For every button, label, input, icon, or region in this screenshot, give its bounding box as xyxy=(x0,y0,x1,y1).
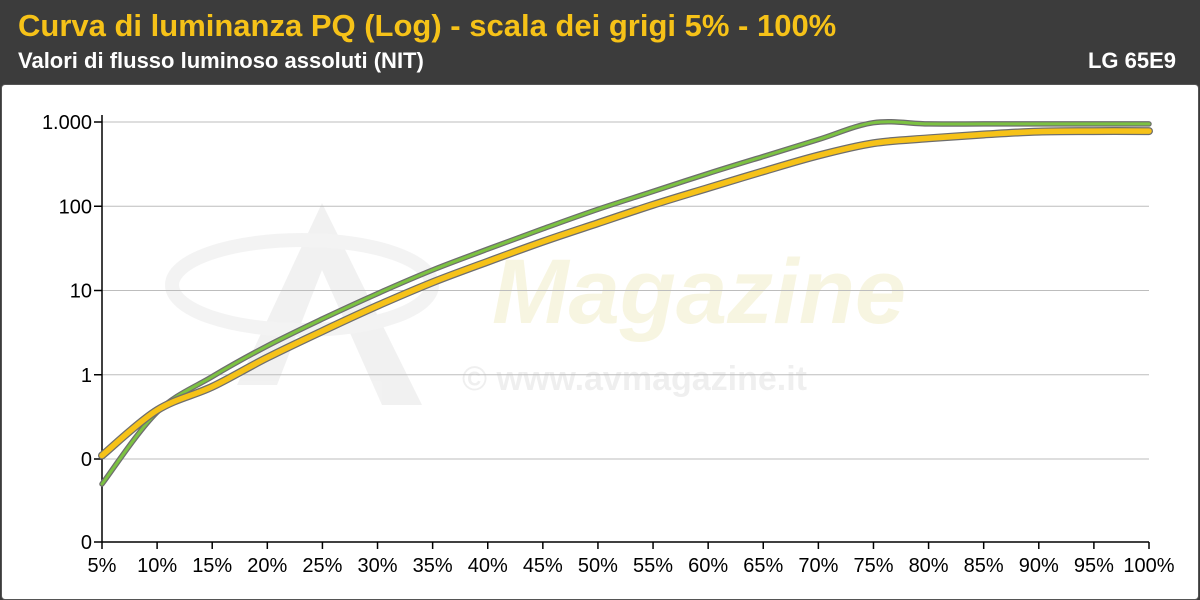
chart-panel: Magazine © www.avmagazine.it 0 0 1 10 100 1.0… xyxy=(1,84,1199,600)
x-tick-label: 40% xyxy=(468,555,508,577)
measured-curve-line xyxy=(99,128,1152,459)
x-tick-label: 15% xyxy=(192,555,232,577)
reference-curve-line xyxy=(100,120,1151,486)
y-tick-label: 0 xyxy=(81,532,92,554)
x-tick-label: 25% xyxy=(302,555,342,577)
y-tick-label: 1 xyxy=(81,365,92,387)
x-tick-label: 30% xyxy=(358,555,398,577)
x-tick-label: 95% xyxy=(1074,555,1114,577)
x-tick-label: 5% xyxy=(88,555,117,577)
y-tick-label: 0 xyxy=(81,449,92,471)
chart-header: Curva di luminanza PQ (Log) - scala dei … xyxy=(0,0,1200,82)
y-axis-ticks: 0 0 1 10 100 1.000 xyxy=(42,112,102,554)
x-tick-label: 80% xyxy=(909,555,949,577)
x-tick-label: 20% xyxy=(247,555,287,577)
series-lines xyxy=(98,119,1153,487)
y-tick-label: 1.000 xyxy=(42,112,92,134)
watermark-url: © www.avmagazine.it xyxy=(462,360,807,398)
x-tick-label: 60% xyxy=(688,555,728,577)
x-tick-label: 45% xyxy=(523,555,563,577)
x-tick-label: 10% xyxy=(137,555,177,577)
avmagazine-watermark: Magazine © www.avmagazine.it xyxy=(165,203,906,405)
y-tick-label: 100 xyxy=(59,196,92,218)
x-tick-label: 70% xyxy=(798,555,838,577)
watermark-av-logo xyxy=(237,203,422,405)
x-tick-label: 50% xyxy=(578,555,618,577)
y-tick-label: 10 xyxy=(70,281,92,303)
x-axis-ticks: 5% 10% 15% 20% 25% 30% 35% 40% 45% 50% 55% 60% 65% 70… xyxy=(88,542,1175,577)
luminance-chart: Magazine © www.avmagazine.it 0 0 1 10 100 1.0… xyxy=(42,112,1175,577)
x-tick-label: 100% xyxy=(1123,555,1174,577)
grid-lines xyxy=(102,121,1149,460)
x-tick-label: 85% xyxy=(964,555,1004,577)
x-tick-label: 90% xyxy=(1019,555,1059,577)
x-tick-label: 65% xyxy=(743,555,783,577)
tv-model-label: LG 65E9 xyxy=(1087,48,1176,73)
watermark-brand: Magazine xyxy=(492,241,906,343)
chart-title: Curva di luminanza PQ (Log) - scala dei … xyxy=(18,8,837,43)
x-tick-label: 75% xyxy=(853,555,893,577)
chart-axes xyxy=(101,115,1149,543)
chart-subtitle: Valori di flusso luminoso assoluti (NIT) xyxy=(18,48,424,73)
x-tick-label: 55% xyxy=(633,555,673,577)
x-tick-label: 35% xyxy=(413,555,453,577)
